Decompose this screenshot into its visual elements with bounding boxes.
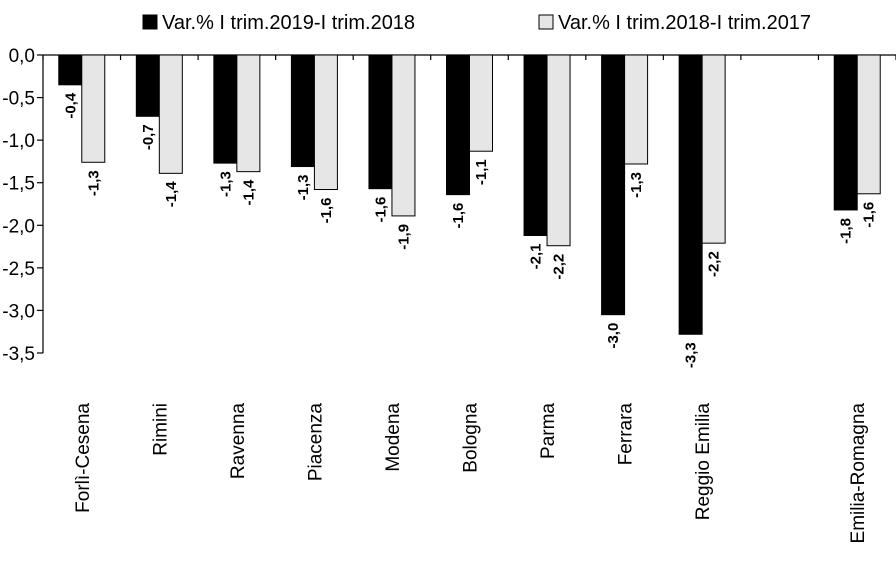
y-tick-label: -0,5 <box>2 89 35 110</box>
bar-series-1 <box>601 54 626 316</box>
data-label-series-1: -0,4 <box>62 92 79 119</box>
bar-series-1 <box>368 54 393 190</box>
data-label-series-1: -3,3 <box>683 342 700 368</box>
data-label-series-1: -1,6 <box>372 197 389 223</box>
y-tick-label: -3,0 <box>2 301 35 322</box>
data-label-series-2: -1,9 <box>395 224 412 250</box>
category-label: Ravenna <box>228 403 249 479</box>
data-label-series-1: -3,0 <box>605 323 622 349</box>
data-label-series-2: -1,1 <box>473 159 490 185</box>
data-labels: -0,4 -1,3 -0,7 -1,4 -1,3 -1,4 -1,3 -1,6 -1,6 -1,9… <box>62 92 877 368</box>
data-label-series-1: -1,3 <box>217 171 234 197</box>
bar-series-1 <box>833 54 858 211</box>
category-label: Ferrara <box>616 403 637 466</box>
data-label-series-1: -1,6 <box>450 203 467 229</box>
y-tick-label: -3,5 <box>2 344 35 365</box>
category-label: Rimini <box>150 403 171 456</box>
data-label-series-2: -1,3 <box>628 172 645 198</box>
category-labels: Forlì-Cesena Rimini Ravenna Piacenza Modena B… <box>73 403 869 544</box>
legend: Var.% I trim.2019-I trim.2018 Var.% I tr… <box>142 12 811 34</box>
bar-series-2 <box>236 54 261 173</box>
data-label-series-2: -1,6 <box>861 202 878 228</box>
bar-series-1 <box>678 54 703 335</box>
legend-swatch-series-2 <box>538 14 554 30</box>
bar-series-1 <box>523 54 548 237</box>
y-tick-label: 0,0 <box>9 46 35 67</box>
category-label: Piacenza <box>305 403 326 482</box>
bar-series-1 <box>446 54 470 196</box>
category-label: Forlì-Cesena <box>73 403 94 513</box>
data-label-series-1: -2,1 <box>528 244 545 270</box>
y-tick-label: -1,5 <box>2 174 35 195</box>
bar-series-1 <box>290 54 315 168</box>
data-label-series-1: -1,8 <box>838 218 855 244</box>
bar-series-2 <box>701 54 726 244</box>
legend-label-series-2: Var.% I trim.2018-I trim.2017 <box>558 12 811 34</box>
category-label: Bologna <box>461 403 482 473</box>
data-label-series-2: -1,4 <box>240 179 257 206</box>
data-label-series-1: -0,7 <box>140 124 157 150</box>
category-label: Parma <box>538 403 559 459</box>
bar-series-2 <box>391 54 416 217</box>
bar-series-2 <box>624 54 649 165</box>
bar-series-2 <box>546 54 571 247</box>
category-label: Reggio Emilia <box>693 403 714 521</box>
bars <box>58 54 881 335</box>
bar-series-2 <box>469 54 493 152</box>
data-label-series-2: -1,3 <box>85 170 102 196</box>
y-axis: 0,0 -0,5 -1,0 -1,5 -2,0 -2,5 -3,0 -3,5 <box>2 46 44 365</box>
legend-label-series-1: Var.% I trim.2019-I trim.2018 <box>162 12 415 34</box>
bar-series-2 <box>158 54 183 174</box>
legend-swatch-series-1 <box>142 14 158 30</box>
bar-series-1 <box>213 54 238 164</box>
bar-series-2 <box>313 54 338 191</box>
category-label: Emilia-Romagna <box>848 403 869 544</box>
y-tick-label: -1,0 <box>2 131 35 152</box>
category-label: Modena <box>383 403 404 472</box>
data-label-series-2: -2,2 <box>706 251 723 277</box>
y-tick-label: -2,0 <box>2 216 35 237</box>
bar-series-1 <box>58 54 83 86</box>
data-label-series-2: -1,6 <box>318 198 335 224</box>
bar-series-2 <box>856 54 881 195</box>
y-tick-label: -2,5 <box>2 259 35 280</box>
bar-series-2 <box>81 54 106 163</box>
data-label-series-2: -1,4 <box>163 181 180 208</box>
data-label-series-2: -2,2 <box>551 254 568 280</box>
bar-series-1 <box>135 54 160 117</box>
data-label-series-1: -1,3 <box>295 175 312 201</box>
